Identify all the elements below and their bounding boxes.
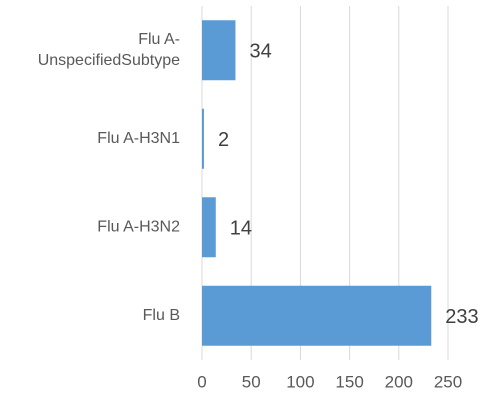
x-tick-label: 50 bbox=[242, 372, 261, 391]
bar bbox=[202, 285, 432, 346]
data-label: 34 bbox=[249, 41, 271, 63]
x-tick-label: 200 bbox=[385, 372, 413, 391]
category-label: Flu A-H3N2 bbox=[97, 218, 180, 235]
bar bbox=[202, 20, 236, 81]
x-axis-ticks: 0 50 100 150 200 250 bbox=[197, 372, 462, 391]
data-label: 2 bbox=[218, 129, 229, 151]
data-label: 233 bbox=[445, 306, 478, 328]
x-tick-label: 250 bbox=[434, 372, 462, 391]
x-tick-label: 150 bbox=[335, 372, 363, 391]
data-label: 14 bbox=[230, 218, 252, 240]
data-labels: 34 2 14 233 bbox=[218, 41, 479, 329]
x-tick-label: 100 bbox=[286, 372, 314, 391]
category-label: Flu B bbox=[143, 307, 180, 324]
x-tick-label: 0 bbox=[197, 372, 206, 391]
category-label: UnspecifiedSubtype bbox=[38, 52, 180, 69]
bar bbox=[202, 108, 204, 169]
category-label: Flu A-H3N1 bbox=[97, 130, 180, 147]
category-label: Flu A- bbox=[138, 31, 180, 48]
bar bbox=[202, 197, 216, 258]
bars bbox=[202, 20, 432, 346]
category-labels: Flu A- UnspecifiedSubtype Flu A-H3N1 Flu A-… bbox=[38, 31, 180, 324]
